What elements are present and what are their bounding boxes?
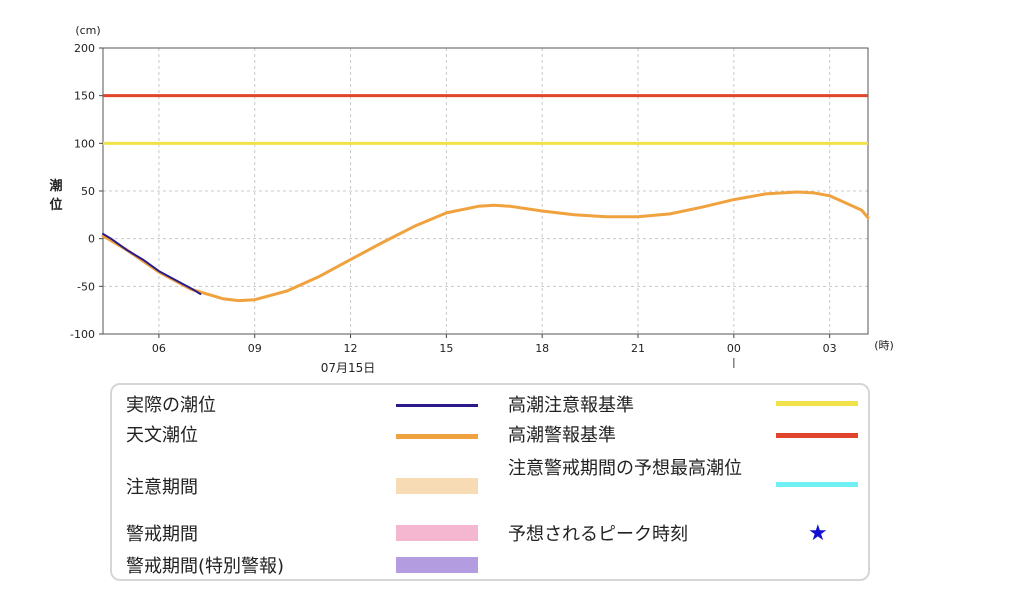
legend-label-astronomical: 天文潮位 [126,425,198,446]
y-axis-label: 位 [49,197,62,213]
y-axis-label: 潮 [49,178,62,194]
legend-label-special-warning-period: 警戒期間(特別警報) [126,556,285,577]
date-label: 07月15日 [321,361,376,375]
x-tick-label: 18 [535,342,549,355]
legend-swatch-warning-period [396,525,478,541]
y-unit-label: (cm) [75,24,100,37]
legend-swatch-special-warning-period [396,557,478,573]
legend: 実際の潮位 天文潮位 注意期間 警戒期間 警戒期間(特別警報) 高潮注意報基準 … [110,383,870,581]
star-icon: ★ [808,521,828,546]
y-tick-label: -100 [70,328,95,341]
x-tick-label: 12 [344,342,358,355]
x-tick-label: 15 [439,342,453,355]
legend-swatch-warning-level [776,433,858,438]
legend-swatch-actual [396,404,478,407]
astronomical-tide-line [101,190,870,303]
plot-frame [102,47,869,335]
legend-swatch-forecast-max [776,482,858,487]
x-tick-label: 03 [823,342,837,355]
y-tick-label: 50 [81,185,95,198]
legend-swatch-astronomical [396,434,478,439]
x-tick-label: 09 [248,342,262,355]
legend-label-forecast-max: 注意警戒期間の予想最高潮位 [508,458,742,479]
x-tick-label: 21 [631,342,645,355]
x-tick-label: 06 [152,342,166,355]
y-tick-label: 200 [74,42,95,55]
y-tick-label: -50 [77,280,95,293]
legend-label-caution-period: 注意期間 [126,477,198,498]
legend-label-warning-level: 高潮警報基準 [508,425,616,446]
legend-swatch-advisory-level [776,401,858,406]
y-tick-label: 150 [74,90,95,103]
legend-label-actual: 実際の潮位 [126,395,216,416]
actual-tide-line [102,232,202,295]
tide-chart: 200 150 100 50 0 -50 -100 06 09 12 15 18 21 00 03 (cm) 潮… [49,24,894,375]
y-tick-label: 100 [74,137,95,150]
y-tick-label: 0 [88,233,95,246]
legend-label-warning-period: 警戒期間 [126,524,198,545]
legend-label-advisory-level: 高潮注意報基準 [508,395,634,416]
x-unit-label: (時) [874,339,894,352]
x-tick-label: 00 [727,342,741,355]
legend-swatch-caution-period [396,478,478,494]
legend-label-peak-time: 予想されるピーク時刻 [508,524,688,545]
